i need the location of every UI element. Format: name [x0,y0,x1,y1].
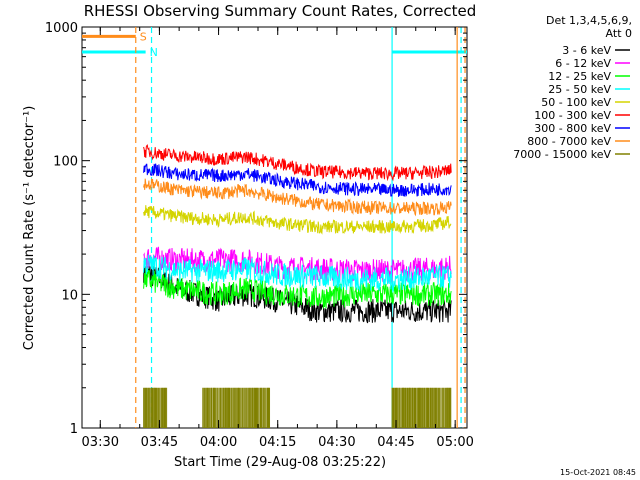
legend-label: 25 - 50 keV [548,83,611,96]
legend-label: 6 - 12 keV [555,57,611,70]
series-line [143,163,452,197]
x-tick-label: 04:15 [259,435,296,450]
series-5 [143,144,452,182]
y-axis-label: Corrected Count Rate (s⁻¹ detector⁻¹) [22,106,37,351]
footer-timestamp: 15-Oct-2021 08:45 [560,468,636,477]
series-line [143,144,452,182]
legend-label: 300 - 800 keV [534,122,611,135]
y-tick-label: 10 [61,288,78,303]
legend-label: 50 - 100 keV [541,96,611,109]
flag-lines: SN [82,30,467,59]
legend-label: 100 - 300 keV [534,109,611,122]
x-tick-label: 03:45 [141,435,178,450]
series-line [143,178,452,217]
series-2 [143,268,452,309]
flag-label: S [140,30,147,43]
series-line [143,268,452,309]
legend-label: 3 - 6 keV [562,44,611,57]
series-3 [143,254,452,293]
series-line [143,254,452,293]
legend-label: 7000 - 15000 keV [513,148,611,161]
chart-title: RHESSI Observing Summary Count Rates, Co… [84,2,477,20]
series-line [143,205,452,235]
axes: 03:30 03:45 04:00 04:15 04:30 04:45 05:00 1 10 10… [45,21,474,450]
plot-frame [81,26,468,429]
legend-label: 800 - 7000 keV [527,135,611,148]
legend-header-line-1: Det 1,3,4,5,6,9, [546,14,632,27]
series-6 [143,163,452,197]
x-tick-label: 05:00 [436,435,473,450]
x-tick-label: 03:30 [82,435,119,450]
y-tick-label: 1000 [45,21,78,36]
series-7 [143,178,452,217]
y-tick-label: 1 [70,422,78,437]
x-tick-label: 04:00 [200,435,237,450]
legend-label: 12 - 25 keV [548,70,611,83]
series-4 [143,205,452,235]
y-tick-label: 100 [53,155,78,170]
series-8 [143,387,452,428]
series-lines [143,144,452,428]
x-axis-label: Start Time (29-Aug-08 03:25:22) [174,455,386,470]
x-tick-label: 04:30 [318,435,355,450]
flag-label: N [150,46,158,59]
legend-header-line-2: Att 0 [606,27,632,40]
x-tick-label: 04:45 [377,435,414,450]
